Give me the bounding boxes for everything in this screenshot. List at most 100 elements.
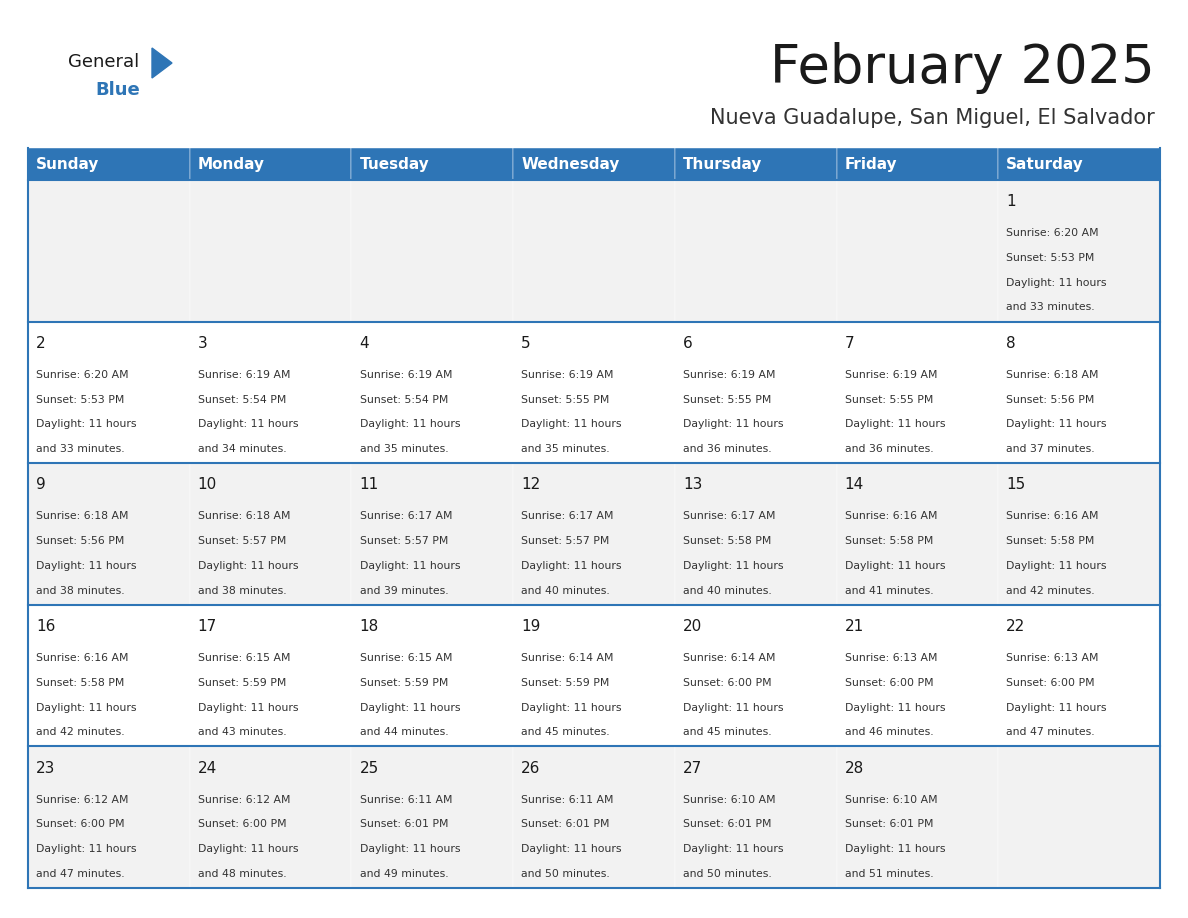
Text: Saturday: Saturday [1006, 156, 1085, 172]
Bar [29, 746, 190, 888]
Text: Sunset: 5:58 PM: Sunset: 5:58 PM [683, 536, 771, 546]
Text: Daylight: 11 hours: Daylight: 11 hours [1006, 420, 1107, 430]
Text: Sunrise: 6:11 AM: Sunrise: 6:11 AM [360, 795, 451, 804]
Text: Sunset: 6:01 PM: Sunset: 6:01 PM [845, 820, 933, 829]
Text: and 42 minutes.: and 42 minutes. [1006, 586, 1095, 596]
Bar [998, 746, 1159, 888]
Text: 22: 22 [1006, 619, 1025, 634]
Text: 3: 3 [197, 336, 208, 351]
Text: Daylight: 11 hours: Daylight: 11 hours [845, 845, 946, 854]
Text: 27: 27 [683, 760, 702, 776]
Text: Sunrise: 6:16 AM: Sunrise: 6:16 AM [36, 653, 128, 663]
Text: and 47 minutes.: and 47 minutes. [1006, 727, 1095, 737]
Bar [836, 464, 998, 605]
Text: and 35 minutes.: and 35 minutes. [360, 444, 448, 454]
Text: 8: 8 [1006, 336, 1016, 351]
Text: Sunrise: 6:17 AM: Sunrise: 6:17 AM [360, 511, 451, 521]
Text: Sunday: Sunday [36, 156, 100, 172]
Text: 21: 21 [845, 619, 864, 634]
Bar [29, 148, 190, 180]
Bar [836, 746, 998, 888]
Text: 7: 7 [845, 336, 854, 351]
Bar [998, 321, 1159, 464]
Text: Daylight: 11 hours: Daylight: 11 hours [845, 420, 946, 430]
Text: Sunrise: 6:19 AM: Sunrise: 6:19 AM [683, 370, 776, 380]
Text: Sunset: 6:00 PM: Sunset: 6:00 PM [845, 677, 934, 688]
Text: Daylight: 11 hours: Daylight: 11 hours [360, 420, 460, 430]
Text: Daylight: 11 hours: Daylight: 11 hours [36, 845, 137, 854]
Text: Sunset: 6:00 PM: Sunset: 6:00 PM [197, 820, 286, 829]
Text: Sunrise: 6:16 AM: Sunrise: 6:16 AM [1006, 511, 1099, 521]
Text: Sunrise: 6:17 AM: Sunrise: 6:17 AM [522, 511, 614, 521]
Text: Sunrise: 6:10 AM: Sunrise: 6:10 AM [683, 795, 776, 804]
Text: 15: 15 [1006, 477, 1025, 492]
Bar [998, 180, 1159, 321]
Text: Daylight: 11 hours: Daylight: 11 hours [1006, 561, 1107, 571]
Text: Sunset: 5:57 PM: Sunset: 5:57 PM [197, 536, 286, 546]
Bar [352, 746, 513, 888]
Text: Daylight: 11 hours: Daylight: 11 hours [683, 845, 783, 854]
Bar [29, 464, 190, 605]
Text: Sunrise: 6:20 AM: Sunrise: 6:20 AM [36, 370, 128, 380]
Text: 25: 25 [360, 760, 379, 776]
Text: Daylight: 11 hours: Daylight: 11 hours [197, 561, 298, 571]
Bar [675, 321, 836, 464]
Text: Daylight: 11 hours: Daylight: 11 hours [683, 420, 783, 430]
Text: 1: 1 [1006, 195, 1016, 209]
Text: 11: 11 [360, 477, 379, 492]
Text: 10: 10 [197, 477, 217, 492]
Text: Sunset: 5:59 PM: Sunset: 5:59 PM [522, 677, 609, 688]
Text: Sunrise: 6:10 AM: Sunrise: 6:10 AM [845, 795, 937, 804]
Bar [190, 464, 352, 605]
Text: and 50 minutes.: and 50 minutes. [522, 868, 609, 879]
Bar [190, 180, 352, 321]
Text: and 50 minutes.: and 50 minutes. [683, 868, 772, 879]
Text: 28: 28 [845, 760, 864, 776]
Text: Sunrise: 6:18 AM: Sunrise: 6:18 AM [197, 511, 290, 521]
Text: Sunset: 5:53 PM: Sunset: 5:53 PM [1006, 253, 1095, 263]
Text: and 45 minutes.: and 45 minutes. [683, 727, 771, 737]
Text: and 35 minutes.: and 35 minutes. [522, 444, 609, 454]
Text: Daylight: 11 hours: Daylight: 11 hours [845, 702, 946, 712]
Text: and 51 minutes.: and 51 minutes. [845, 868, 934, 879]
Bar [513, 321, 675, 464]
Text: Sunset: 6:00 PM: Sunset: 6:00 PM [1006, 677, 1095, 688]
Bar [998, 464, 1159, 605]
Bar [836, 605, 998, 746]
Text: Sunset: 5:56 PM: Sunset: 5:56 PM [1006, 395, 1095, 405]
Bar [190, 746, 352, 888]
Text: Tuesday: Tuesday [360, 156, 429, 172]
Text: Sunset: 5:53 PM: Sunset: 5:53 PM [36, 395, 125, 405]
Text: Sunset: 5:55 PM: Sunset: 5:55 PM [845, 395, 933, 405]
Polygon shape [152, 48, 172, 78]
Text: Sunset: 5:56 PM: Sunset: 5:56 PM [36, 536, 125, 546]
Bar [513, 148, 675, 180]
Text: Monday: Monday [197, 156, 265, 172]
Text: Daylight: 11 hours: Daylight: 11 hours [36, 702, 137, 712]
Text: 24: 24 [197, 760, 217, 776]
Text: 19: 19 [522, 619, 541, 634]
Text: Sunset: 5:54 PM: Sunset: 5:54 PM [197, 395, 286, 405]
Text: Wednesday: Wednesday [522, 156, 620, 172]
Bar [352, 464, 513, 605]
Text: and 36 minutes.: and 36 minutes. [845, 444, 934, 454]
Text: Sunrise: 6:17 AM: Sunrise: 6:17 AM [683, 511, 776, 521]
Text: 26: 26 [522, 760, 541, 776]
Text: General: General [68, 53, 139, 71]
Bar [190, 605, 352, 746]
Text: Daylight: 11 hours: Daylight: 11 hours [360, 845, 460, 854]
Text: Sunrise: 6:19 AM: Sunrise: 6:19 AM [197, 370, 290, 380]
Text: Daylight: 11 hours: Daylight: 11 hours [522, 845, 621, 854]
Text: Sunset: 5:57 PM: Sunset: 5:57 PM [360, 536, 448, 546]
Text: Daylight: 11 hours: Daylight: 11 hours [197, 845, 298, 854]
Bar [675, 605, 836, 746]
Text: Sunset: 6:01 PM: Sunset: 6:01 PM [683, 820, 771, 829]
Text: Sunrise: 6:15 AM: Sunrise: 6:15 AM [360, 653, 451, 663]
Text: Sunrise: 6:13 AM: Sunrise: 6:13 AM [845, 653, 937, 663]
Text: Sunrise: 6:14 AM: Sunrise: 6:14 AM [683, 653, 776, 663]
Bar [190, 148, 352, 180]
Text: 17: 17 [197, 619, 217, 634]
Text: Sunrise: 6:13 AM: Sunrise: 6:13 AM [1006, 653, 1099, 663]
Text: and 36 minutes.: and 36 minutes. [683, 444, 771, 454]
Bar [352, 321, 513, 464]
